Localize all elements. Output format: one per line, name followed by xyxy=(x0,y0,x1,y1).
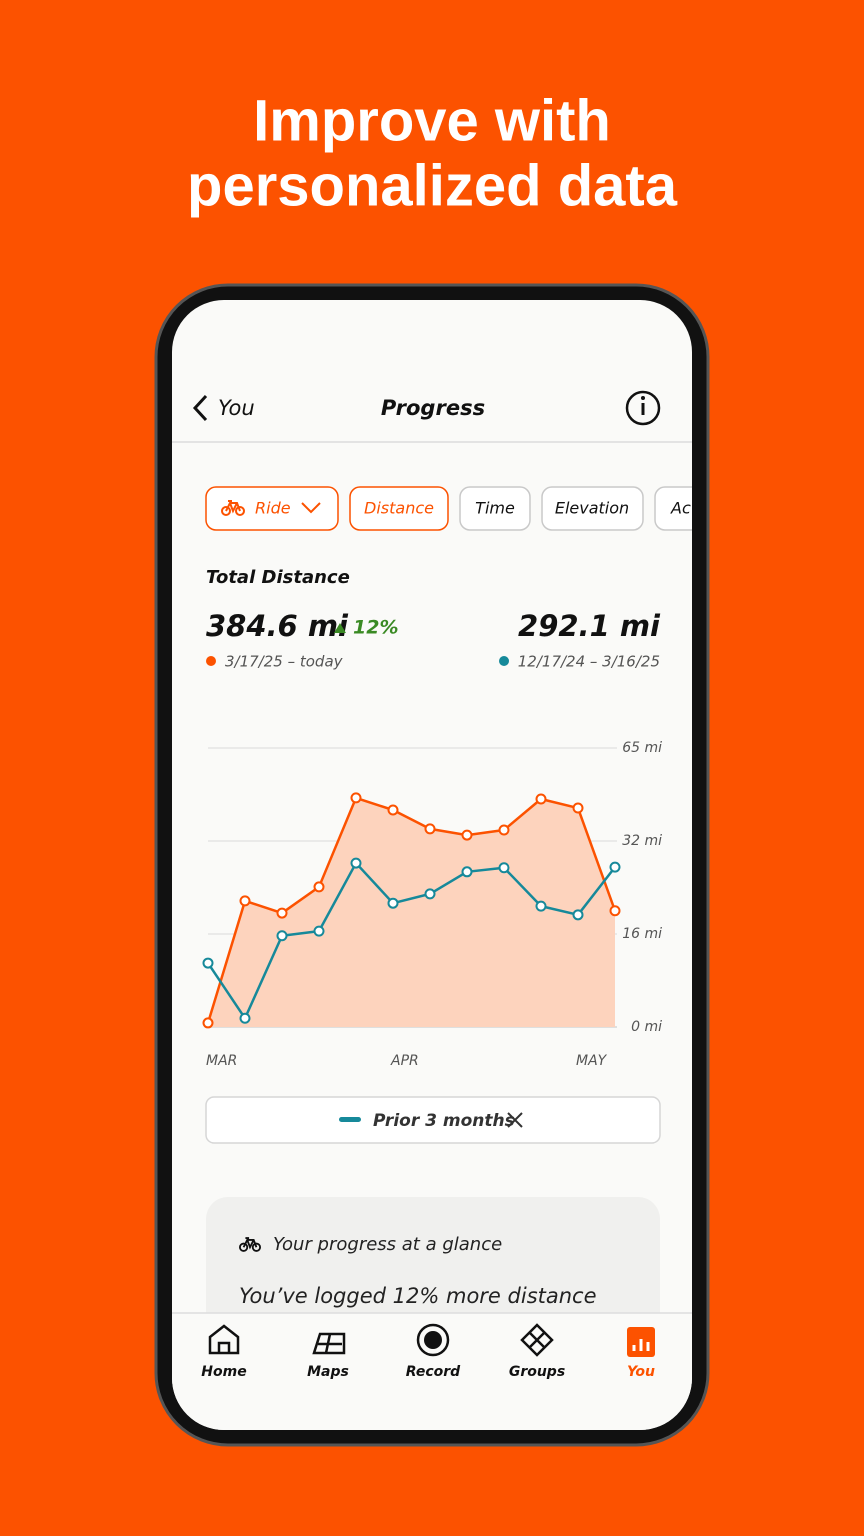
point xyxy=(239,1012,251,1024)
comparison-swatch xyxy=(339,1117,361,1122)
info-icon xyxy=(641,403,645,415)
legend-label: 3/17/25 – today xyxy=(225,653,344,671)
point xyxy=(276,907,288,919)
info-icon xyxy=(641,396,645,400)
current-total: 384.6 mi xyxy=(206,609,349,643)
filter-label[interactable]: Elevation xyxy=(555,499,629,518)
point xyxy=(313,881,325,893)
filter-chip[interactable] xyxy=(541,486,644,531)
filter-chip[interactable] xyxy=(349,486,449,531)
y-tick-label: 16 mi xyxy=(622,926,662,942)
legend-dot xyxy=(206,656,216,666)
nav-label[interactable]: Home xyxy=(201,1364,246,1380)
dropdown-icon xyxy=(301,502,321,514)
legend-dot xyxy=(499,656,509,666)
point xyxy=(202,957,214,969)
record-icon xyxy=(424,1331,442,1349)
nav-label[interactable]: You xyxy=(627,1364,655,1380)
page-title: Progress xyxy=(381,396,485,420)
filter-chip[interactable] xyxy=(654,486,755,531)
point xyxy=(461,866,473,878)
info-icon[interactable] xyxy=(625,390,661,426)
point xyxy=(387,804,399,816)
point xyxy=(498,862,510,874)
point xyxy=(202,1017,214,1029)
point xyxy=(609,861,621,873)
nav-label[interactable]: Groups xyxy=(509,1364,565,1380)
banner-title: Improve with xyxy=(253,88,611,153)
home-icon[interactable] xyxy=(208,1324,240,1355)
point xyxy=(498,824,510,836)
y-tick-label: 65 mi xyxy=(622,740,662,756)
point xyxy=(424,823,436,835)
legend-label: 12/17/24 – 3/16/25 xyxy=(518,653,660,671)
point xyxy=(424,888,436,900)
nav-label[interactable]: Record xyxy=(406,1364,461,1380)
close-icon[interactable] xyxy=(507,1112,523,1128)
area xyxy=(208,797,615,1027)
filter-chip[interactable] xyxy=(459,486,531,531)
filter-label[interactable]: Ride xyxy=(255,499,291,518)
phone-screen: You Progress Ride Distance Time Elevatio… xyxy=(172,300,755,1430)
card-text: You’ve logged 12% more distance xyxy=(239,1284,597,1308)
point xyxy=(350,792,362,804)
y-tick-label: 32 mi xyxy=(622,833,662,849)
point xyxy=(387,897,399,909)
banner-title: personalized data xyxy=(187,153,678,218)
record-icon[interactable] xyxy=(416,1323,450,1357)
filter-label[interactable]: Time xyxy=(475,499,515,518)
filter-label[interactable]: Distance xyxy=(364,499,434,518)
point xyxy=(461,829,473,841)
change-pct: 12% xyxy=(353,617,398,639)
point xyxy=(239,895,251,907)
comparison-label: Prior 3 months xyxy=(373,1111,515,1131)
filter-chip[interactable] xyxy=(205,486,339,531)
point xyxy=(535,793,547,805)
you-icon xyxy=(632,1339,650,1351)
point xyxy=(572,802,584,814)
x-tick-label: MAY xyxy=(576,1053,608,1069)
summary-heading: Total Distance xyxy=(206,567,350,588)
comparison-chip[interactable] xyxy=(205,1096,661,1144)
point xyxy=(350,857,362,869)
chart: 0 mi 16 mi 32 mi 65 mi MAR APR MAY xyxy=(202,740,662,1069)
filter-label[interactable]: Ac xyxy=(670,499,691,518)
line xyxy=(206,796,617,1024)
card-heading: Your progress at a glance xyxy=(273,1234,502,1255)
point xyxy=(572,909,584,921)
point xyxy=(609,905,621,917)
previous-total: 292.1 mi xyxy=(518,609,661,643)
up-arrow xyxy=(334,623,346,633)
groups-icon[interactable] xyxy=(520,1323,554,1357)
point xyxy=(313,925,325,937)
y-tick-label: 0 mi xyxy=(631,1019,662,1035)
x-tick-label: MAR xyxy=(206,1053,237,1069)
x-tick-label: APR xyxy=(390,1053,419,1069)
maps-icon[interactable] xyxy=(312,1332,346,1355)
back-icon[interactable] xyxy=(192,394,208,422)
nav-label[interactable]: Maps xyxy=(307,1364,349,1380)
point xyxy=(535,900,547,912)
back-label[interactable]: You xyxy=(218,396,255,420)
line xyxy=(206,861,616,1020)
point xyxy=(276,930,288,942)
